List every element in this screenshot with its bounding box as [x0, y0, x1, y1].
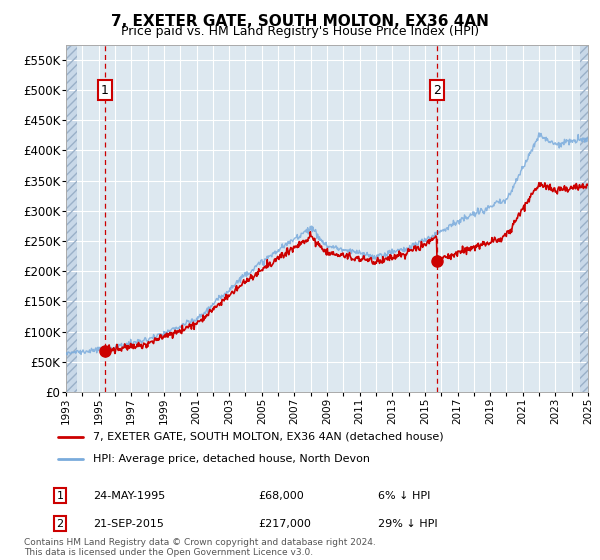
Text: 1: 1 — [101, 83, 109, 96]
Bar — [66, 45, 77, 392]
Bar — [580, 45, 588, 392]
Bar — [66, 45, 77, 392]
Text: Price paid vs. HM Land Registry's House Price Index (HPI): Price paid vs. HM Land Registry's House … — [121, 25, 479, 38]
Text: £217,000: £217,000 — [258, 519, 311, 529]
Bar — [580, 45, 588, 392]
Text: 1: 1 — [56, 491, 64, 501]
Text: 21-SEP-2015: 21-SEP-2015 — [93, 519, 164, 529]
Text: 7, EXETER GATE, SOUTH MOLTON, EX36 4AN: 7, EXETER GATE, SOUTH MOLTON, EX36 4AN — [111, 14, 489, 29]
Text: Contains HM Land Registry data © Crown copyright and database right 2024.
This d: Contains HM Land Registry data © Crown c… — [24, 538, 376, 557]
Text: 2: 2 — [56, 519, 64, 529]
Text: 6% ↓ HPI: 6% ↓ HPI — [378, 491, 430, 501]
Text: 2: 2 — [433, 83, 440, 96]
Text: £68,000: £68,000 — [258, 491, 304, 501]
Text: 29% ↓ HPI: 29% ↓ HPI — [378, 519, 437, 529]
Text: 7, EXETER GATE, SOUTH MOLTON, EX36 4AN (detached house): 7, EXETER GATE, SOUTH MOLTON, EX36 4AN (… — [94, 432, 444, 442]
Text: HPI: Average price, detached house, North Devon: HPI: Average price, detached house, Nort… — [94, 454, 370, 464]
Text: 24-MAY-1995: 24-MAY-1995 — [93, 491, 165, 501]
